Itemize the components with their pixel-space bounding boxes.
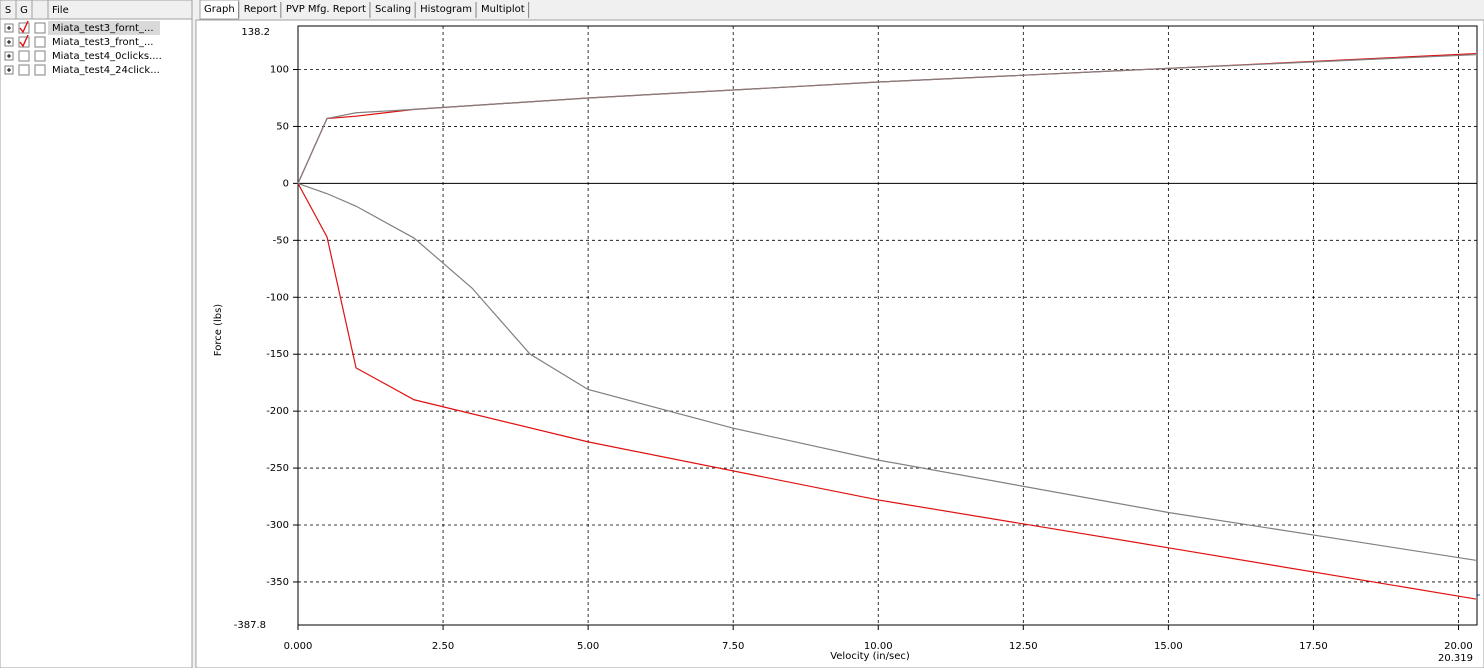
file-panel [0, 0, 193, 668]
series-line [297, 182, 1476, 561]
row-highlight [48, 21, 160, 35]
expand-plus [7, 26, 11, 30]
column-header: File [52, 5, 69, 16]
tab-label[interactable]: PVP Mfg. Report [286, 4, 366, 15]
x-tick-label: 20.00 [1444, 641, 1473, 652]
x-axis-label: Velocity (in/sec) [830, 651, 910, 662]
g-checkbox[interactable] [34, 22, 46, 34]
g-checkbox[interactable] [34, 50, 46, 62]
s-checkbox[interactable] [18, 64, 30, 76]
y-tick-label: -250 [266, 463, 289, 474]
column-header: G [20, 5, 28, 16]
file-header [0, 0, 193, 20]
y-tick-label: -100 [266, 292, 289, 303]
s-check [19, 20, 29, 34]
s-check [19, 34, 29, 48]
tab-label[interactable]: Graph [204, 4, 235, 15]
s-checkbox[interactable] [18, 22, 30, 34]
file-name[interactable]: Miata_test3_fornt_... [52, 23, 154, 34]
y-tick-label: -350 [266, 577, 289, 588]
tab-label[interactable]: Histogram [420, 4, 472, 15]
expand-plus [7, 54, 11, 58]
expand-plus [7, 68, 11, 72]
y-tick-label: -50 [273, 235, 289, 246]
y-min-label: -387.8 [234, 620, 266, 631]
x-max-label: 20.319 [1438, 653, 1473, 664]
y-tick-label: -300 [266, 520, 289, 531]
x-tick-label: 2.50 [432, 641, 454, 652]
plot-area [297, 25, 1478, 626]
file-name[interactable]: Miata_test4_24click... [52, 65, 160, 76]
tab-label[interactable]: Multiplot [481, 4, 525, 15]
x-tick-label: 5.00 [577, 641, 599, 652]
x-tick-label: 17.50 [1299, 641, 1328, 652]
s-checkbox[interactable] [18, 50, 30, 62]
y-tick-label: -200 [266, 406, 289, 417]
y-tick-label: 50 [276, 121, 289, 132]
x-tick-label: 7.50 [722, 641, 744, 652]
file-name[interactable]: Miata_test4_0clicks.... [52, 51, 162, 62]
x-tick-label: 15.00 [1154, 641, 1183, 652]
file-name[interactable]: Miata_test3_front_... [52, 37, 153, 48]
s-checkbox[interactable] [18, 36, 30, 48]
y-max-label: 138.2 [241, 27, 270, 38]
tab-label[interactable]: Report [244, 4, 277, 15]
y-tick-label: 0 [283, 178, 289, 189]
g-checkbox[interactable] [34, 36, 46, 48]
tab-label[interactable]: Scaling [375, 4, 411, 15]
column-header: S [5, 5, 11, 16]
y-tick-label: 100 [270, 65, 289, 76]
x-tick-label: 0.000 [284, 641, 313, 652]
x-tick-label: 12.50 [1009, 641, 1038, 652]
g-checkbox[interactable] [34, 64, 46, 76]
y-axis-label: Force (lbs) [213, 304, 224, 356]
x-tick-label: 10.00 [864, 641, 893, 652]
y-tick-label: -150 [266, 349, 289, 360]
series-line [297, 54, 1476, 184]
series-line [297, 183, 1476, 600]
expand-plus [7, 40, 11, 44]
